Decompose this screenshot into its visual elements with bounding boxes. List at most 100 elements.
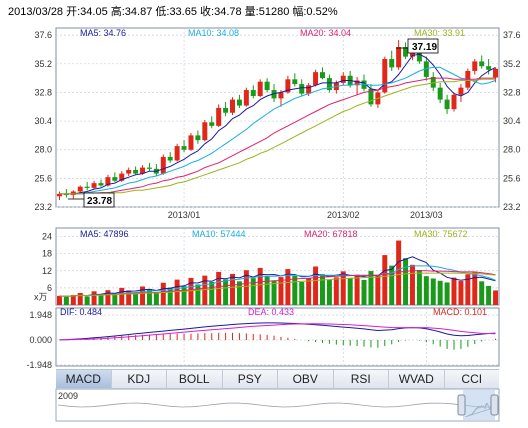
volume-unit-label: x万 <box>34 292 48 302</box>
candle-body <box>326 78 332 91</box>
volume-bar <box>423 276 429 305</box>
x-axis-date-label: 2013/03 <box>410 210 443 220</box>
candle-body <box>437 87 443 100</box>
price-y-tick-left: 37.6 <box>34 30 52 40</box>
volume-bar <box>333 277 339 305</box>
volume-bar <box>160 282 166 305</box>
range-navigator[interactable] <box>55 388 500 422</box>
volume-bar <box>146 289 152 305</box>
price-y-tick-right: 32.8 <box>503 87 521 97</box>
volume-bar <box>153 293 159 305</box>
volume-bar <box>299 281 305 305</box>
tab-boll[interactable]: BOLL <box>167 370 223 388</box>
candle-body <box>77 186 83 192</box>
macd-legend-dif: DIF: 0.484 <box>60 307 102 317</box>
price-y-tick-right: 28.0 <box>503 145 521 155</box>
tab-wvad[interactable]: WVAD <box>389 370 445 388</box>
volume-bar <box>243 270 249 305</box>
volume-bar <box>361 279 367 305</box>
volume-line-ma10 <box>59 265 496 297</box>
volume-bar <box>264 276 270 305</box>
volume-bar <box>105 290 111 305</box>
volume-bar <box>313 266 319 305</box>
volume-bar <box>112 293 118 305</box>
price-y-tick-right: 30.4 <box>503 116 521 126</box>
volume-legend-ma5: MA5: 47896 <box>80 229 129 239</box>
navigator-handle-right[interactable] <box>490 394 499 416</box>
volume-bar <box>63 297 69 305</box>
price-legend-ma5: MA5: 34.76 <box>80 28 126 38</box>
candle-body <box>133 170 139 174</box>
candle-body <box>56 193 62 197</box>
candle-body <box>278 92 284 99</box>
tab-rsi[interactable]: RSI <box>334 370 389 388</box>
volume-bar <box>479 281 485 305</box>
macd-y-tick: 1.948 <box>29 310 52 320</box>
volume-bar <box>223 279 229 305</box>
low-price-label: 23.78 <box>87 196 112 207</box>
candle-body <box>257 81 263 97</box>
volume-bar <box>326 279 332 305</box>
candle-body <box>209 122 215 126</box>
candle-body <box>271 90 277 99</box>
macd-line-dif <box>59 322 496 341</box>
navigator-selection[interactable] <box>463 390 495 420</box>
volume-bar <box>133 292 139 305</box>
navigator-handle-left[interactable] <box>457 394 466 416</box>
tab-macd[interactable]: MACD <box>56 370 112 388</box>
volume-bar <box>493 290 499 305</box>
volume-bar <box>70 295 76 305</box>
volume-bar <box>292 275 298 305</box>
volume-y-tick: 6 <box>47 283 52 293</box>
candle-body <box>368 88 374 105</box>
candle-body <box>306 85 312 94</box>
volume-bar <box>340 271 346 305</box>
macd-legend-dea: DEA: 0.433 <box>248 307 294 317</box>
candle-body <box>216 107 222 126</box>
axis-labels: 37.6 37.6 35.2 35.2 32.8 32.8 30.4 30.4 28.0 28.0… <box>26 30 520 370</box>
volume-line-ma5 <box>59 256 496 297</box>
tab-obv[interactable]: OBV <box>278 370 334 388</box>
candle-body <box>174 146 180 161</box>
volume-bar <box>285 269 291 305</box>
chart-header: 2013/03/28 开:34.05 高:34.87 低:33.65 收:34.… <box>8 4 338 18</box>
candle-body <box>486 66 492 70</box>
candle-body <box>146 167 152 169</box>
volume-bar <box>416 269 422 305</box>
price-legend-ma30: MA30: 33.91 <box>414 28 465 38</box>
candle-body <box>458 87 464 95</box>
candle-body <box>195 135 201 141</box>
price-line-ma5 <box>59 53 496 195</box>
tab-cci[interactable]: CCI <box>461 372 483 386</box>
candle-body <box>236 99 242 106</box>
volume-bar <box>396 240 402 305</box>
candle-body <box>361 80 367 89</box>
candle-body <box>91 183 97 188</box>
candle-body <box>493 68 499 78</box>
candle-body <box>444 99 450 110</box>
candle-body <box>285 79 291 93</box>
price-line-ma10 <box>59 66 496 195</box>
candle-body <box>119 173 125 181</box>
volume-legend-ma30: MA30: 75672 <box>414 229 468 239</box>
candle-body <box>105 177 111 186</box>
price-line-ma20 <box>59 77 496 195</box>
candle-body <box>188 135 194 150</box>
candle-body <box>430 76 436 88</box>
tab-psy[interactable]: PSY <box>223 370 278 388</box>
volume-bar <box>403 258 409 305</box>
volume-bar <box>91 291 97 305</box>
volume-bar <box>181 286 187 305</box>
volume-bar <box>451 277 457 305</box>
volume-bar <box>389 265 395 305</box>
volume-bar <box>306 278 312 305</box>
volume-ma-lines <box>59 256 496 297</box>
volume-y-tick: 18 <box>42 249 52 259</box>
macd-plot <box>58 322 497 350</box>
volume-bar <box>437 280 443 305</box>
tab-kdj[interactable]: KDJ <box>112 370 167 388</box>
volume-bar <box>77 293 83 305</box>
candle-body <box>140 167 146 174</box>
volume-bar <box>320 274 325 305</box>
price-y-tick-left: 32.8 <box>34 87 52 97</box>
